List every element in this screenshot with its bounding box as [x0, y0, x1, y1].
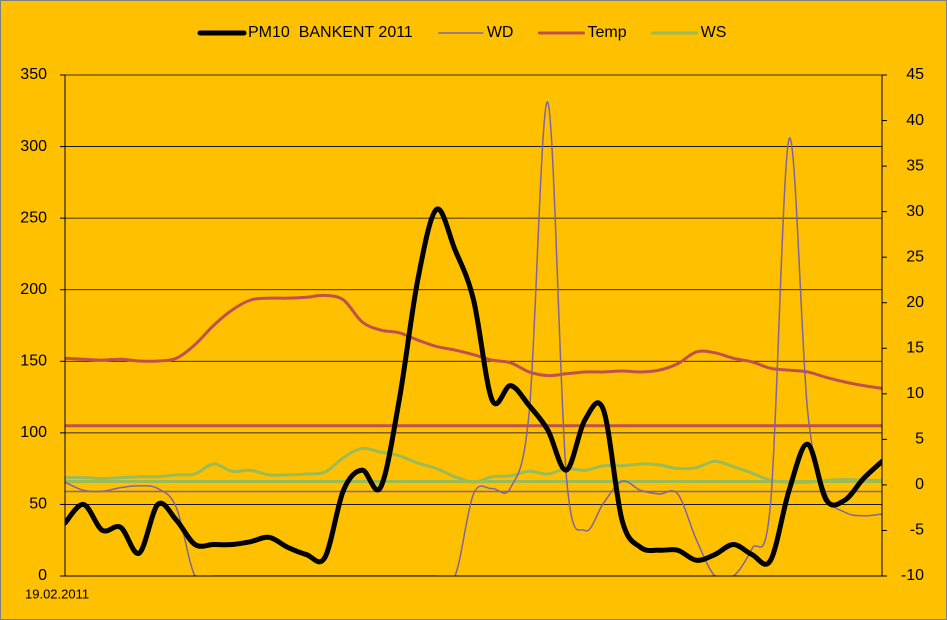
- y-tick-label: 200: [20, 281, 47, 298]
- series-line: [65, 293, 882, 390]
- y-tick-label: 150: [20, 353, 47, 370]
- x-tick-label: 19.02.2011: [25, 586, 89, 601]
- y2-tick-label: 30: [906, 203, 924, 220]
- y2-tick-label: 40: [906, 112, 924, 129]
- y2-tick-label: 10: [906, 385, 924, 402]
- series-line: [65, 101, 882, 576]
- legend-label: WS: [701, 24, 727, 41]
- y2-tick-label: 25: [906, 248, 924, 265]
- legend: PM10 BANKENT 2011 WD Temp WS: [197, 24, 727, 41]
- y2-tick-label: 45: [906, 66, 924, 83]
- axes: 0 50 100 150 200 250 300 350 -10 -5 0 5 10 15 20 25 30 35…: [20, 66, 924, 601]
- y-tick-label: 50: [29, 496, 47, 513]
- y2-tick-label: 35: [906, 157, 924, 174]
- y2-tick-label: -10: [901, 567, 924, 584]
- y-tick-label: 100: [20, 424, 47, 441]
- series-line: [65, 446, 882, 484]
- y2-tick-label: 15: [906, 339, 924, 356]
- legend-label: PM10 BANKENT 2011: [248, 24, 413, 41]
- y-tick-label: 250: [20, 209, 47, 226]
- y-tick-label: 350: [20, 66, 47, 83]
- series-line: [65, 206, 882, 567]
- legend-label: WD: [487, 24, 514, 41]
- legend-label: Temp: [587, 24, 626, 41]
- y2-tick-label: 5: [915, 431, 924, 448]
- y-tick-label: 0: [38, 567, 47, 584]
- y2-tick-label: 0: [915, 476, 924, 493]
- y2-tick-label: 20: [906, 294, 924, 311]
- y-tick-label: 300: [20, 138, 47, 155]
- y2-tick-label: -5: [910, 522, 924, 539]
- plot-area: [65, 101, 882, 576]
